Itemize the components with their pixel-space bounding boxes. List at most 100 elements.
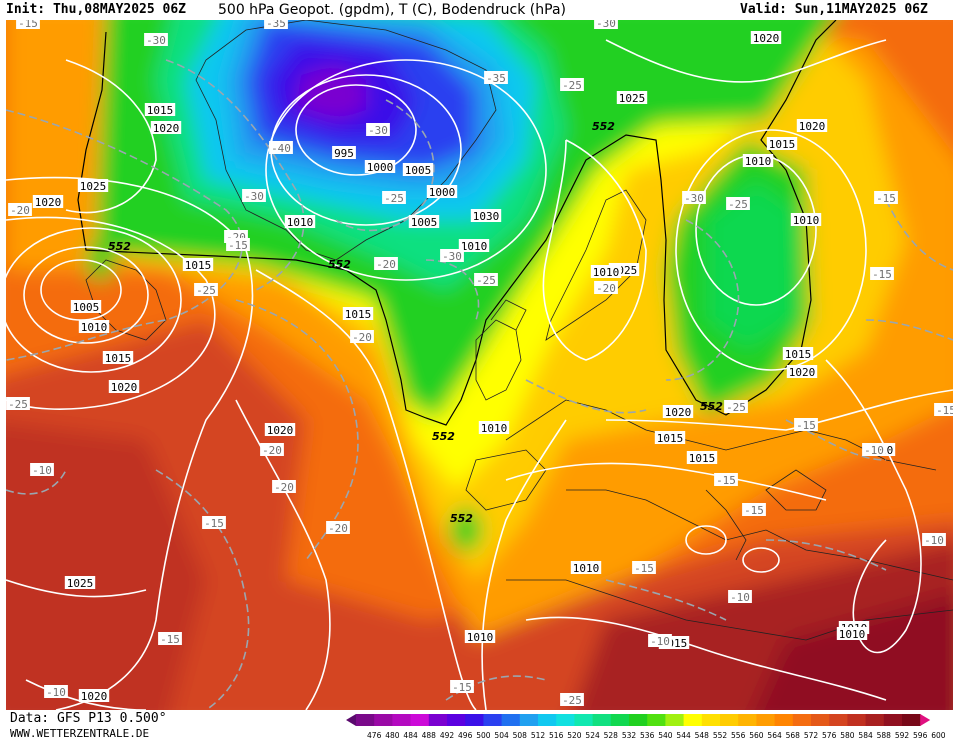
temperature-label-box [226, 238, 250, 251]
temperature-label: -10 [862, 443, 886, 457]
pressure-label-text: 1000 [429, 186, 456, 199]
temperature-label-text: -30 [684, 192, 704, 205]
temperature-label: -10 [30, 463, 54, 477]
pressure-label: 1020 [786, 365, 818, 379]
temperature-label-box [922, 533, 946, 546]
temperature-label: -10 [44, 685, 68, 699]
temperature-label-text: -20 [328, 522, 348, 535]
legend-tick: 548 [695, 731, 710, 740]
pressure-label-box [78, 320, 110, 333]
legend-tick: 596 [913, 731, 928, 740]
pressure-label-text: 1020 [35, 196, 62, 209]
temperature-label-box [30, 463, 54, 476]
temperature-label-text: -15 [936, 404, 953, 417]
temperature-label-text: -15 [634, 562, 654, 575]
pressure-label-box [102, 351, 134, 364]
temperature-label: -30 [366, 123, 390, 137]
temperature-label: -10 [728, 590, 752, 604]
temperature-label-text: -25 [8, 398, 28, 411]
temperature-label-text: -25 [562, 694, 582, 707]
temperature-label-text: -25 [726, 401, 746, 414]
pressure-label: 1020 [796, 119, 828, 133]
temperature-label-text: -25 [476, 274, 496, 287]
pressure-label: 1030 [470, 209, 502, 223]
legend-swatch [465, 714, 484, 726]
temperature-label-text: -30 [368, 124, 388, 137]
legend-arrow-low [346, 714, 356, 726]
legend-swatch [647, 714, 666, 726]
pressure-label: 1020 [78, 689, 110, 703]
temperature-label-text: -15 [452, 681, 472, 694]
pressure-label: 1020 [150, 121, 182, 135]
temperature-label: -15 [158, 632, 182, 646]
pressure-label-text: 1030 [473, 210, 500, 223]
temperature-label-box [724, 400, 748, 413]
legend-arrow-high [920, 714, 931, 726]
pressure-label: 1000 [364, 160, 396, 174]
pressure-label-box [458, 239, 490, 252]
pressure-label: 1010 [836, 627, 868, 641]
temperature-label-box [44, 685, 68, 698]
temperature-label-box [726, 197, 750, 210]
temperature-label-box [594, 281, 618, 294]
pressure-label-box [786, 365, 818, 378]
pressure-label-box [402, 163, 434, 176]
pressure-label-text: 1015 [185, 259, 212, 272]
pressure-label-text: 1015 [105, 352, 132, 365]
pressure-label-box [570, 561, 602, 574]
map-header: Init: Thu,08MAY2025 06Z 500 hPa Geopot. … [0, 0, 959, 20]
legend-swatch [519, 714, 539, 726]
temperature-label-text: -10 [32, 464, 52, 477]
temperature-label-box [260, 443, 284, 456]
temperature-label: -30 [682, 191, 706, 205]
pressure-label-text: 1000 [367, 161, 394, 174]
legend-swatch [538, 714, 557, 726]
temperature-label-text: -10 [650, 635, 670, 648]
legend-tick: 524 [585, 731, 600, 740]
temperature-label-box [484, 71, 508, 84]
temperature-label-box [272, 480, 296, 493]
legend-ticks: 476 480 484 488 492 496 500 504 508 512 516 520 524 5… [367, 731, 946, 740]
temperature-label-text: -10 [864, 444, 884, 457]
temperature-label-box [594, 20, 618, 29]
pressure-label-text: 1020 [267, 424, 294, 437]
pressure-label: 1015 [654, 431, 686, 445]
valid-time-label: Valid: Sun,11MAY2025 06Z [740, 2, 928, 17]
legend-swatch [447, 714, 466, 726]
isobars [6, 39, 953, 710]
height-label: 552 [592, 120, 615, 133]
legend-swatch [392, 714, 411, 726]
legend-tick: 540 [658, 731, 673, 740]
pressure-label: 1005 [402, 163, 434, 177]
pressure-label-text: 1005 [405, 164, 432, 177]
pressure-label: 1020 [108, 380, 140, 394]
legend-swatch [501, 714, 521, 726]
map-footer: Data: GFS P13 0.500° WWW.WETTERZENTRALE.… [0, 710, 959, 741]
temperature-label-box [269, 141, 293, 154]
legend-swatch [883, 714, 903, 726]
pressure-label: 1010 [78, 320, 110, 334]
temperature-label-box [870, 267, 894, 280]
legend-swatch [374, 714, 393, 726]
temperature-label-box [560, 78, 584, 91]
temperature-label-text: -30 [442, 250, 462, 263]
height-label: 552 [700, 400, 723, 413]
isotherms [6, 59, 953, 710]
temperature-label: -10 [922, 533, 946, 547]
pressure-label-text: 1010 [839, 628, 866, 641]
pressure-label: 1015 [342, 307, 374, 321]
pressure-label-text: 1025 [80, 180, 107, 193]
temperature-label-box [202, 516, 226, 529]
pressure-label: 1015 [782, 347, 814, 361]
pressure-label-box [616, 91, 648, 104]
pressure-label-text: 1020 [789, 366, 816, 379]
pressure-label: 1020 [264, 423, 296, 437]
temperature-label: -25 [560, 693, 584, 707]
pressure-label: 995 [332, 146, 356, 160]
legend-swatch [428, 714, 448, 726]
temperature-label: -15 [632, 561, 656, 575]
pressure-label: 1010 [742, 154, 774, 168]
pressure-label-box [78, 689, 110, 702]
map-title: 500 hPa Geopot. (gpdm), T (C), Bodendruc… [218, 2, 566, 18]
temperature-label-box [874, 191, 898, 204]
